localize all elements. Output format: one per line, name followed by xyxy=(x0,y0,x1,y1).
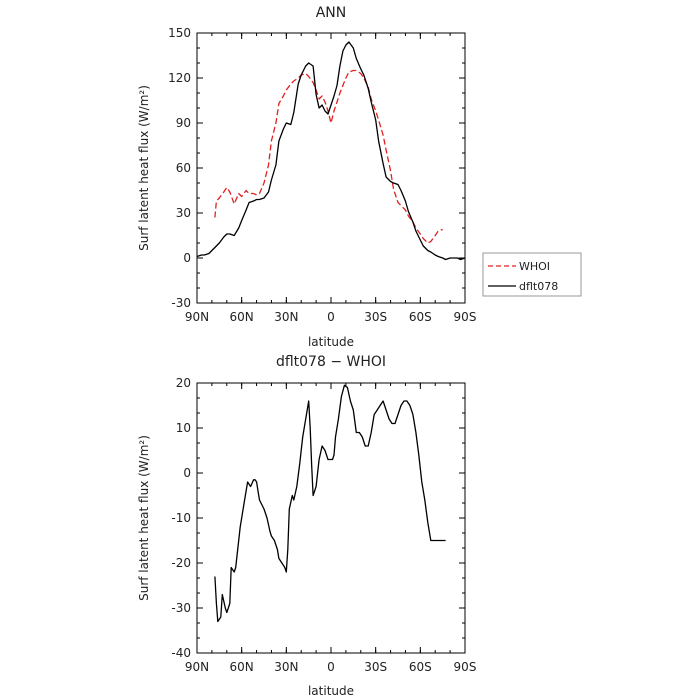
top-x-tick-label: 30S xyxy=(364,310,387,324)
bottom-panel: dflt078 − WHOI 90N 60N 30N 0 30S 60S 90S -40 -30… xyxy=(137,354,476,698)
bottom-plot-area: 90N 60N 30N 0 30S 60S 90S -40 -30 -20 -10 0 10 20 xyxy=(171,376,476,674)
top-x-tick-label: 0 xyxy=(327,310,335,324)
bottom-y-tick-label: 20 xyxy=(176,376,191,390)
bottom-y-tick-label: -30 xyxy=(171,601,191,615)
top-y-tick-label: 30 xyxy=(176,206,191,220)
bottom-x-tick-label: 90N xyxy=(185,660,209,674)
top-x-tick-label: 90N xyxy=(185,310,209,324)
bottom-x-tick-label: 60N xyxy=(230,660,254,674)
legend-label-whoi: WHOI xyxy=(519,260,550,273)
top-x-tick-label: 90S xyxy=(454,310,477,324)
bottom-y-tick-label: 10 xyxy=(176,421,191,435)
top-y-tick-label: 120 xyxy=(168,71,191,85)
bottom-x-tick-label: 60S xyxy=(409,660,432,674)
legend-box xyxy=(482,252,582,297)
top-y-tick-label: 90 xyxy=(176,116,191,130)
top-y-tick-label: 60 xyxy=(176,161,191,175)
bottom-x-tick-label: 30N xyxy=(274,660,298,674)
top-legend: WHOI dflt078 xyxy=(482,252,582,297)
bottom-x-axis-label: latitude xyxy=(308,684,354,698)
bottom-x-tick-label: 0 xyxy=(327,660,335,674)
top-x-tick-label: 30N xyxy=(274,310,298,324)
top-x-axis-label: latitude xyxy=(308,335,354,349)
bottom-x-tick-label: 30S xyxy=(364,660,387,674)
bottom-y-tick-label: -40 xyxy=(171,646,191,660)
bottom-y-tick-label: -10 xyxy=(171,511,191,525)
bottom-plot-frame xyxy=(196,382,466,654)
top-x-tick-label: 60S xyxy=(409,310,432,324)
top-y-tick-label: -30 xyxy=(171,296,191,310)
top-chart-title: ANN xyxy=(316,5,347,21)
bottom-series-line-0 xyxy=(214,384,446,623)
bottom-chart-title: dflt078 − WHOI xyxy=(276,354,386,370)
bottom-x-tick-label: 90S xyxy=(454,660,477,674)
top-series-line-dflt078 xyxy=(196,41,466,261)
top-series-line-whoi xyxy=(214,69,443,244)
top-y-tick-label: 150 xyxy=(168,26,191,40)
bottom-y-tick-label: -20 xyxy=(171,556,191,570)
top-y-axis-label: Surf latent heat flux (W/m²) xyxy=(137,85,151,251)
top-plot-frame xyxy=(196,32,466,304)
top-y-tick-label: 0 xyxy=(183,251,191,265)
top-plot-area: 90N 60N 30N 0 30S 60S 90S -30 0 30 60 90 120 150 xyxy=(168,26,476,324)
legend-label-dflt078: dflt078 xyxy=(519,280,558,293)
bottom-y-tick-label: 0 xyxy=(183,466,191,480)
top-x-tick-label: 60N xyxy=(230,310,254,324)
bottom-y-axis-label: Surf latent heat flux (W/m²) xyxy=(137,435,151,601)
top-panel: ANN 90N 60N 30N 0 30S 60S 90S-300306090120150 … xyxy=(137,5,582,349)
